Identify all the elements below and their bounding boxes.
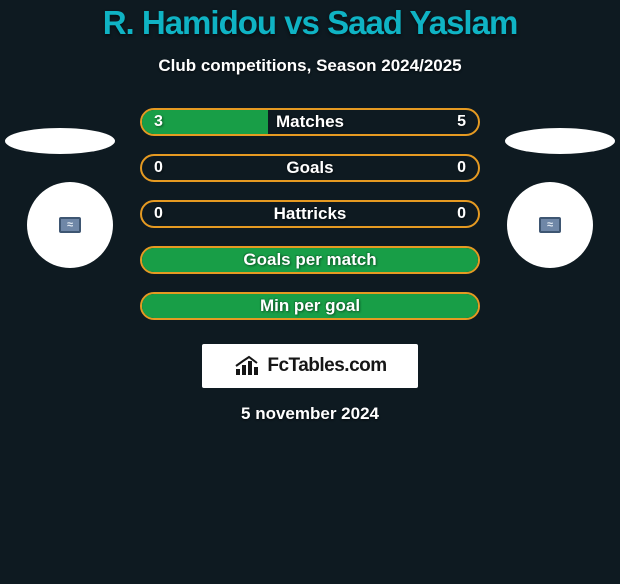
stat-pill: Min per goal xyxy=(140,292,480,320)
stat-pill: Matches3 5 xyxy=(140,108,480,136)
stat-label: Min per goal xyxy=(142,294,478,318)
stat-label: Hattricks xyxy=(142,202,478,226)
stat-label: Goals xyxy=(142,156,478,180)
badge-glyph: ≈ xyxy=(547,220,553,231)
stat-row: Goals0 0 xyxy=(140,154,480,182)
stat-row: Hattricks0 0 xyxy=(140,200,480,228)
page-title: R. Hamidou vs Saad Yaslam xyxy=(0,4,620,42)
left-club-badge: ≈ xyxy=(59,217,81,233)
brand-chart-icon xyxy=(233,355,261,377)
right-club-circle: ≈ xyxy=(507,182,593,268)
stat-value-left: 0 xyxy=(142,156,175,180)
stat-pill: Hattricks0 0 xyxy=(140,200,480,228)
stat-pill: Goals0 0 xyxy=(140,154,480,182)
stat-pill: Goals per match xyxy=(140,246,480,274)
subtitle: Club competitions, Season 2024/2025 xyxy=(0,56,620,76)
stat-row: Min per goal xyxy=(140,292,480,320)
stat-row: Goals per match xyxy=(140,246,480,274)
stat-value-left: 3 xyxy=(142,110,175,134)
stat-value-right: 5 xyxy=(445,110,478,134)
stat-value-left: 0 xyxy=(142,202,175,226)
left-club-circle: ≈ xyxy=(27,182,113,268)
stat-label: Matches xyxy=(142,110,478,134)
badge-glyph: ≈ xyxy=(67,220,73,231)
date-label: 5 november 2024 xyxy=(0,404,620,424)
stat-row: Matches3 5 xyxy=(140,108,480,136)
stat-value-right: 0 xyxy=(445,156,478,180)
left-player-ellipse xyxy=(5,128,115,154)
stat-label: Goals per match xyxy=(142,248,478,272)
stat-value-right: 0 xyxy=(445,202,478,226)
brand-box: FcTables.com xyxy=(202,344,418,388)
right-club-badge: ≈ xyxy=(539,217,561,233)
right-player-ellipse xyxy=(505,128,615,154)
brand-text: FcTables.com xyxy=(267,355,386,377)
